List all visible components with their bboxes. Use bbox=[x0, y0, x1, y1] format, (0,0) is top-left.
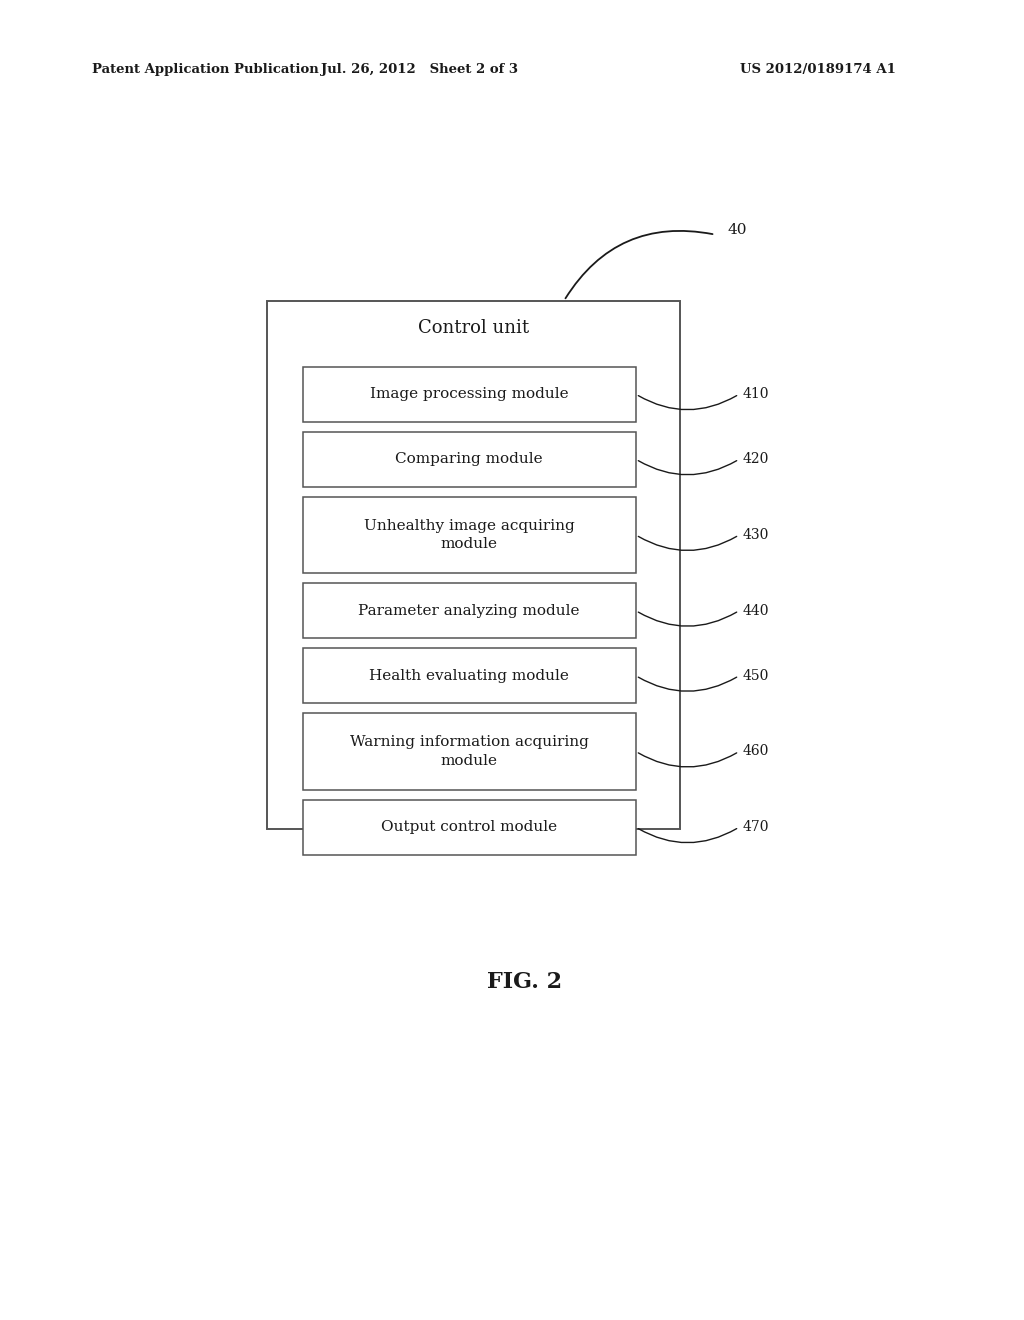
Text: Warning information acquiring
module: Warning information acquiring module bbox=[350, 735, 589, 768]
Bar bbox=[303, 432, 636, 487]
Text: Control unit: Control unit bbox=[418, 319, 528, 337]
Bar bbox=[303, 800, 636, 854]
Text: Parameter analyzing module: Parameter analyzing module bbox=[358, 603, 580, 618]
Bar bbox=[303, 496, 636, 573]
Text: 470: 470 bbox=[743, 820, 770, 834]
Bar bbox=[303, 367, 636, 421]
Bar bbox=[303, 648, 636, 704]
Text: 40: 40 bbox=[727, 223, 746, 236]
Text: 430: 430 bbox=[743, 528, 769, 543]
Text: Unhealthy image acquiring
module: Unhealthy image acquiring module bbox=[364, 519, 574, 552]
Bar bbox=[303, 713, 636, 789]
Text: Patent Application Publication: Patent Application Publication bbox=[92, 63, 318, 77]
Text: Image processing module: Image processing module bbox=[370, 387, 568, 401]
Text: US 2012/0189174 A1: US 2012/0189174 A1 bbox=[740, 63, 896, 77]
Bar bbox=[267, 301, 680, 829]
Text: FIG. 2: FIG. 2 bbox=[487, 970, 562, 993]
Text: 420: 420 bbox=[743, 453, 769, 466]
Text: Jul. 26, 2012   Sheet 2 of 3: Jul. 26, 2012 Sheet 2 of 3 bbox=[322, 63, 518, 77]
Text: 440: 440 bbox=[743, 603, 770, 618]
Text: Output control module: Output control module bbox=[381, 820, 557, 834]
Text: 410: 410 bbox=[743, 387, 770, 401]
Bar bbox=[303, 583, 636, 638]
Text: Comparing module: Comparing module bbox=[395, 453, 543, 466]
Text: Health evaluating module: Health evaluating module bbox=[370, 669, 569, 682]
Text: 460: 460 bbox=[743, 744, 769, 759]
Text: 450: 450 bbox=[743, 669, 769, 682]
